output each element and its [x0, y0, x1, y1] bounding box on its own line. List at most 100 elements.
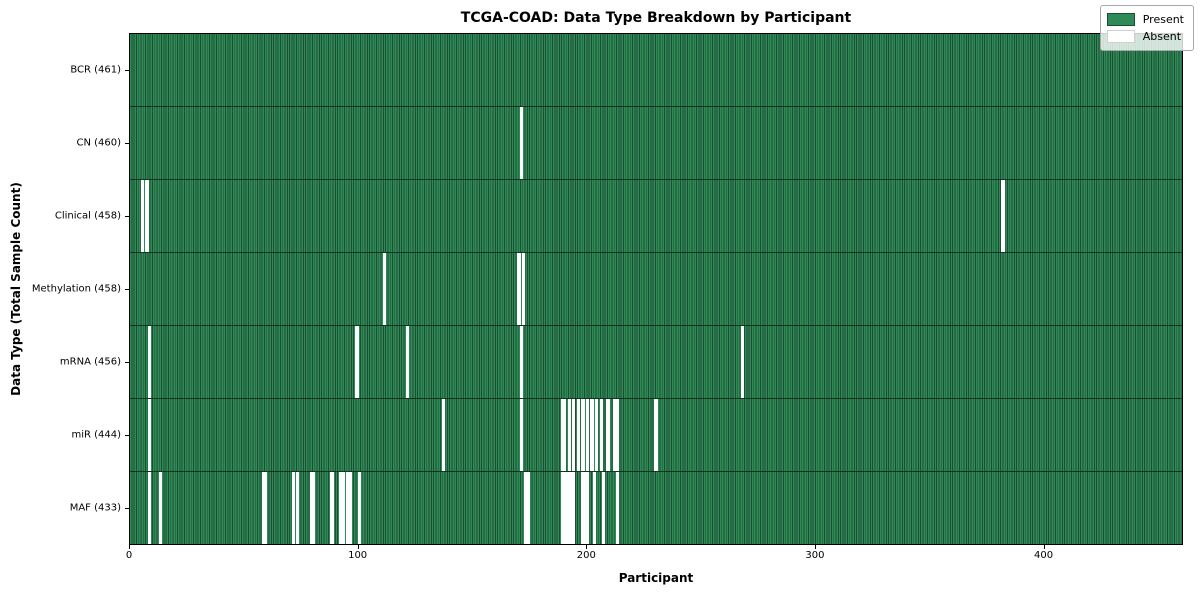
ytick-mark — [125, 362, 129, 364]
row-MAF — [130, 471, 1182, 544]
absent-marker — [565, 472, 569, 544]
absent-marker — [355, 326, 359, 398]
row-Methylation — [130, 252, 1182, 325]
absent-marker — [572, 399, 576, 471]
absent-marker — [519, 399, 523, 471]
absent-marker — [147, 399, 152, 471]
absent-marker — [590, 399, 594, 471]
xtick-mark — [1043, 545, 1045, 549]
x-axis-label: Participant — [618, 571, 694, 585]
absent-marker — [312, 472, 316, 544]
absent-marker — [330, 472, 334, 544]
ytick-mark — [125, 142, 129, 144]
absent-marker — [261, 472, 266, 544]
absent-marker — [560, 399, 565, 471]
absent-marker — [569, 472, 574, 544]
absent-marker — [522, 253, 526, 325]
legend-item-present: Present — [1106, 11, 1184, 28]
absent-marker — [517, 253, 521, 325]
absent-marker — [442, 399, 446, 471]
absent-marker — [519, 326, 523, 398]
absent-marker — [341, 472, 345, 544]
absent-marker — [583, 472, 587, 544]
absent-marker — [264, 472, 268, 544]
y-axis-label: Data Type (Total Sample Count) — [9, 182, 23, 396]
absent-marker — [348, 472, 352, 544]
absent-marker — [576, 399, 581, 471]
xtick-mark — [586, 545, 588, 549]
absent-marker — [147, 326, 152, 398]
ytick-label-Methylation: Methylation (458) — [31, 283, 121, 295]
ytick-label-Clinical: Clinical (458) — [54, 210, 121, 222]
absent-marker — [592, 472, 597, 544]
absent-marker — [145, 180, 149, 252]
row-miR — [130, 398, 1182, 471]
absent-marker — [563, 399, 567, 471]
xtick-label-0: 0 — [125, 550, 133, 561]
xtick-mark — [357, 545, 359, 549]
row-CN — [130, 106, 1182, 179]
absent-marker — [741, 326, 745, 398]
absent-marker — [309, 472, 314, 544]
ytick-mark — [125, 69, 129, 71]
xtick-mark — [814, 545, 816, 549]
absent-marker — [567, 472, 571, 544]
absent-marker — [519, 107, 523, 179]
ytick-mark — [125, 289, 129, 290]
absent-marker — [382, 253, 387, 325]
absent-marker — [585, 399, 590, 471]
row-BCR — [130, 34, 1182, 106]
absent-swatch-icon — [1106, 30, 1135, 43]
absent-marker — [585, 472, 590, 544]
plot-area — [129, 33, 1183, 545]
absent-marker — [560, 472, 565, 544]
absent-marker — [339, 472, 343, 544]
absent-marker — [599, 399, 603, 471]
chart-title: TCGA-COAD: Data Type Breakdown by Partic… — [460, 10, 852, 26]
absent-marker — [595, 399, 599, 471]
ytick-mark — [125, 508, 129, 510]
ytick-label-mRNA: mRNA (456) — [59, 356, 121, 368]
absent-marker — [606, 399, 610, 471]
absent-marker — [357, 472, 361, 544]
absent-marker — [581, 399, 585, 471]
absent-marker — [291, 472, 295, 544]
absent-marker — [563, 472, 567, 544]
xtick-label-100: 100 — [348, 550, 368, 561]
legend-label-absent: Absent — [1142, 30, 1182, 43]
absent-marker — [1001, 180, 1005, 252]
ytick-label-BCR: BCR (461) — [70, 64, 121, 76]
ytick-mark — [125, 215, 129, 217]
ytick-mark — [125, 435, 129, 437]
present-swatch-icon — [1106, 13, 1135, 26]
row-mRNA — [130, 325, 1182, 398]
absent-marker — [147, 472, 152, 544]
absent-marker — [572, 472, 576, 544]
absent-marker — [613, 399, 617, 471]
absent-marker — [405, 326, 409, 398]
xtick-label-400: 400 — [1033, 550, 1054, 561]
ytick-label-CN: CN (460) — [76, 137, 121, 149]
absent-marker — [346, 472, 350, 544]
absent-marker — [654, 399, 658, 471]
absent-marker — [601, 472, 606, 544]
legend-item-absent: Absent — [1106, 28, 1184, 45]
absent-marker — [615, 399, 619, 471]
ytick-label-MAF: MAF (433) — [69, 502, 121, 514]
xtick-mark — [129, 545, 130, 549]
row-Clinical — [130, 179, 1182, 252]
ytick-label-miR: miR (444) — [71, 429, 121, 441]
absent-marker — [526, 472, 530, 544]
absent-marker — [159, 472, 163, 544]
xtick-label-300: 300 — [805, 550, 825, 561]
absent-marker — [615, 472, 619, 544]
legend: Present Absent — [1099, 5, 1194, 51]
absent-marker — [296, 472, 300, 544]
absent-marker — [140, 180, 145, 252]
xtick-label-200: 200 — [576, 550, 596, 561]
absent-marker — [581, 472, 585, 544]
legend-label-present: Present — [1142, 13, 1184, 26]
absent-marker — [567, 399, 571, 471]
absent-marker — [524, 472, 528, 544]
